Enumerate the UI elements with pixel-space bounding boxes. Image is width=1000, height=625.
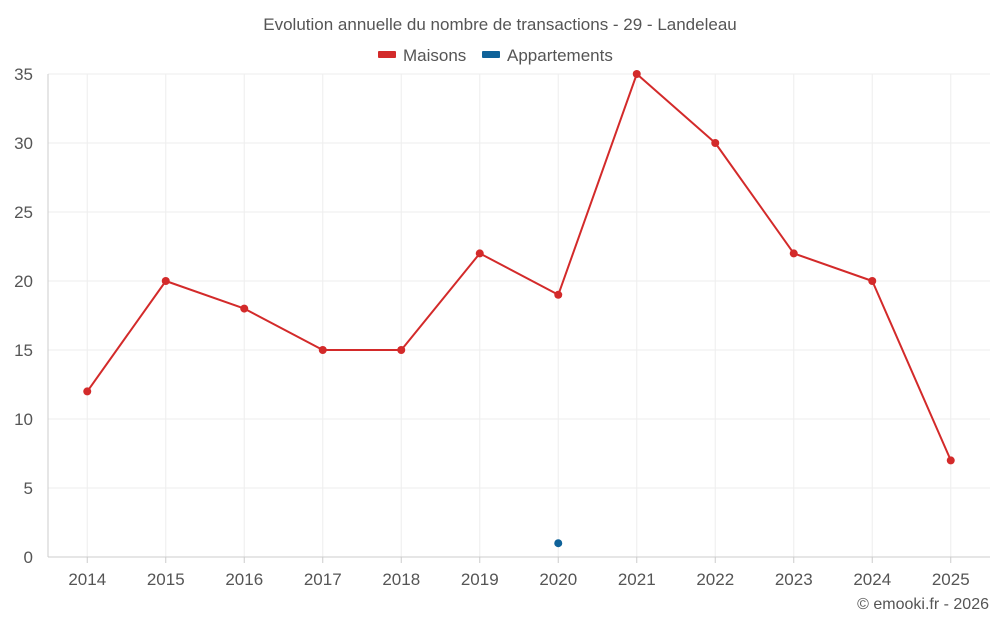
data-point-maisons[interactable] xyxy=(475,249,484,258)
x-axis-ticks: 2014 2015 2016 2017 2018 2019 2020 2021 2022 2023… xyxy=(68,557,970,589)
x-tick-label: 2023 xyxy=(775,570,813,589)
data-point-maisons[interactable] xyxy=(83,387,92,396)
y-tick-label: 35 xyxy=(14,65,33,84)
legend-swatch-appartements xyxy=(482,51,500,58)
x-tick-label: 2014 xyxy=(68,570,106,589)
grid xyxy=(48,73,990,557)
credit: © emooki.fr - 2026 xyxy=(857,596,989,613)
x-tick-label: 2021 xyxy=(618,570,656,589)
x-tick-label: 2017 xyxy=(304,570,342,589)
y-tick-label: 0 xyxy=(24,548,33,567)
y-tick-label: 25 xyxy=(14,203,33,222)
data-point-maisons[interactable] xyxy=(946,456,955,465)
x-tick-label: 2016 xyxy=(225,570,263,589)
y-tick-label: 5 xyxy=(24,479,33,498)
x-tick-label: 2020 xyxy=(539,570,577,589)
legend-label-appartements: Appartements xyxy=(507,46,613,65)
legend-label-maisons: Maisons xyxy=(403,46,466,65)
axes xyxy=(47,74,990,558)
data-point-maisons[interactable] xyxy=(161,277,170,285)
x-tick-label: 2024 xyxy=(853,570,891,589)
data-point-maisons[interactable] xyxy=(868,277,877,285)
series-maisons xyxy=(83,70,955,465)
legend: Maisons Appartements xyxy=(378,46,613,65)
x-tick-label: 2019 xyxy=(461,570,499,589)
series-line-maisons xyxy=(86,73,952,461)
series xyxy=(83,70,955,548)
chart-title: Evolution annuelle du nombre de transact… xyxy=(263,15,737,34)
x-tick-label: 2018 xyxy=(382,570,420,589)
x-tick-label: 2022 xyxy=(696,570,734,589)
series-appartements xyxy=(554,539,563,548)
y-tick-label: 15 xyxy=(14,341,33,360)
data-point-maisons[interactable] xyxy=(397,346,406,354)
data-point-appartements[interactable] xyxy=(554,539,563,548)
legend-item-appartements[interactable]: Appartements xyxy=(482,46,613,65)
data-point-maisons[interactable] xyxy=(318,346,327,354)
data-point-maisons[interactable] xyxy=(240,304,249,313)
y-tick-label: 10 xyxy=(14,410,33,429)
data-point-maisons[interactable] xyxy=(632,70,641,78)
y-axis-ticks: 0 5 10 15 20 25 30 35 xyxy=(14,65,33,567)
x-tick-label: 2015 xyxy=(147,570,185,589)
data-point-maisons[interactable] xyxy=(554,290,563,299)
y-tick-label: 20 xyxy=(14,272,33,291)
x-tick-label: 2025 xyxy=(932,570,970,589)
data-point-maisons[interactable] xyxy=(711,139,720,147)
legend-item-maisons[interactable]: Maisons xyxy=(378,46,466,65)
y-tick-label: 30 xyxy=(14,134,33,153)
legend-swatch-maisons xyxy=(378,51,396,58)
data-point-maisons[interactable] xyxy=(789,249,798,258)
